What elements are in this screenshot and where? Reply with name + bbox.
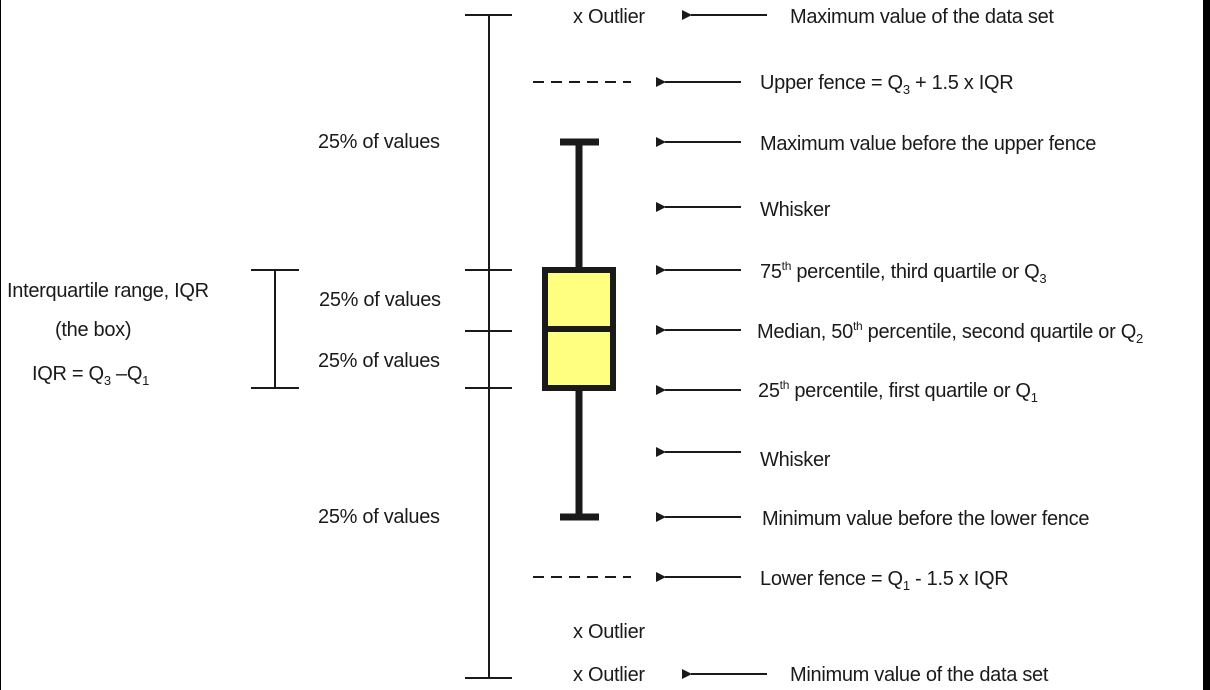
quarter-label-lower-mid: 25% of values [318,350,440,372]
iqr-title: Interquartile range, IQR [7,280,209,302]
iqr-formula: IQR = Q3 –Q1 [32,363,149,388]
label-min-data: Minimum value of the data set [790,664,1049,686]
label-max-data: Maximum value of the data set [790,6,1054,28]
value-scale-line [465,14,512,679]
label-p75: 75th percentile, third quartile or Q3 [760,259,1046,286]
quarter-label-upper-mid: 25% of values [319,289,441,311]
annotation-arrows [656,10,767,679]
label-max-before-fence: Maximum value before the upper fence [760,133,1096,155]
label-min-before-fence: Minimum value before the lower fence [762,508,1089,530]
iqr-box-note: (the box) [55,319,131,341]
outlier-bottom-1: x Outlier [573,621,645,643]
label-whisker-lower: Whisker [760,449,831,471]
label-median: Median, 50th percentile, second quartile… [757,319,1143,346]
outlier-bottom-2: x Outlier [573,664,645,686]
label-p25: 25th percentile, first quartile or Q1 [758,378,1038,405]
lower-whisker [560,388,599,521]
label-lower-fence: Lower fence = Q1 - 1.5 x IQR [760,568,1008,593]
upper-whisker [560,138,599,270]
label-whisker-upper: Whisker [760,199,831,221]
quarter-label-bottom: 25% of values [318,506,440,528]
outlier-top: x Outlier [573,6,645,28]
quarter-label-top: 25% of values [318,131,440,153]
label-upper-fence: Upper fence = Q3 + 1.5 x IQR [760,72,1013,97]
iqr-bracket [251,269,299,389]
